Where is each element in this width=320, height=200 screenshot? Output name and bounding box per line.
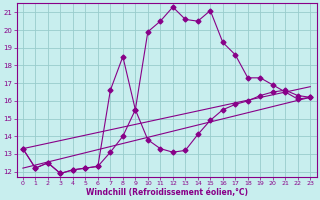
X-axis label: Windchill (Refroidissement éolien,°C): Windchill (Refroidissement éolien,°C) — [85, 188, 248, 197]
